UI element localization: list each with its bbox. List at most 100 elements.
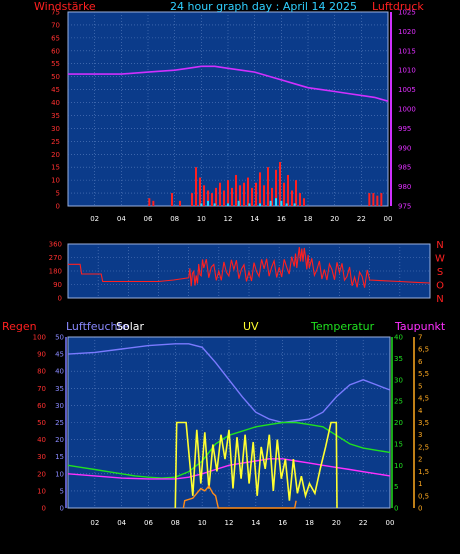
compass-label: N	[436, 294, 443, 305]
wind-y-tick: 10	[51, 177, 60, 185]
x-tick-label: 16	[278, 519, 287, 527]
pressure-y-tick: 985	[398, 164, 411, 172]
humidity-y-tick: 35	[55, 385, 64, 393]
x-tick-label: 22	[359, 519, 368, 527]
wind-y-tick: 0	[56, 203, 60, 211]
uv-y-tick: 1	[418, 480, 422, 488]
wind-y-tick: 15	[51, 164, 60, 172]
temp-y-tick: 40	[394, 334, 403, 342]
wind-y-tick: 50	[51, 73, 60, 81]
pressure-y-tick: 990	[398, 144, 411, 152]
x-tick-label: 08	[171, 519, 180, 527]
temp-y-tick: 30	[394, 376, 403, 384]
rain-y-tick: 100	[33, 334, 46, 342]
temp-y-tick: 0	[394, 505, 398, 513]
x-tick-label: 06	[144, 519, 153, 527]
compass-label: N	[436, 240, 443, 251]
humidity-y-tick: 40	[55, 368, 64, 376]
pressure-y-tick: 975	[398, 203, 411, 211]
temp-y-tick: 25	[394, 398, 403, 406]
direction-line	[68, 246, 431, 288]
uv-y-tick: 4	[418, 407, 423, 415]
temp-y-tick: 20	[394, 419, 403, 427]
regen-label: Regen	[2, 320, 37, 333]
uv-y-tick: 0	[418, 505, 422, 513]
x-tick-label: 14	[250, 215, 259, 223]
humidity-y-tick: 45	[55, 351, 64, 359]
humidity-y-tick: 50	[55, 334, 64, 342]
direction-y-tick: 270	[49, 254, 62, 262]
pressure-y-tick: 1015	[398, 47, 416, 55]
x-tick-label: 20	[332, 519, 341, 527]
uv-y-tick: 5,5	[418, 370, 429, 378]
humidity-y-tick: 15	[55, 453, 64, 461]
wind-y-tick: 5	[56, 190, 60, 198]
uv-y-tick: 2	[418, 456, 422, 464]
wind-y-tick: 35	[51, 112, 60, 120]
uv-line	[174, 421, 338, 509]
x-tick-label: 00	[384, 215, 393, 223]
uv-y-tick: 7	[418, 334, 422, 342]
compass-label: O	[436, 281, 444, 292]
direction-y-tick: 180	[49, 268, 62, 276]
page-title: 24 hour graph day : April 14 2025	[170, 0, 357, 13]
uv-y-tick: 6,5	[418, 346, 429, 354]
uv-y-tick: 2,5	[418, 443, 429, 451]
wind-y-tick: 55	[51, 60, 60, 68]
rain-y-tick: 60	[37, 402, 46, 410]
pressure-y-tick: 980	[398, 183, 411, 191]
x-tick-label: 10	[198, 519, 207, 527]
pressure-y-tick: 1010	[398, 67, 416, 75]
wind-y-tick: 70	[51, 21, 60, 29]
uv-y-tick: 5	[418, 382, 422, 390]
x-tick-label: 00	[386, 519, 395, 527]
luftfeuchte-label: Luftfeuchte	[66, 320, 129, 333]
x-tick-label: 18	[305, 519, 314, 527]
rain-y-tick: 50	[37, 419, 46, 427]
x-tick-label: 04	[117, 519, 126, 527]
uv-label: UV	[243, 320, 259, 333]
wind-y-tick: 30	[51, 125, 60, 133]
humidity-y-tick: 30	[55, 402, 64, 410]
pressure-y-tick: 1025	[398, 9, 416, 17]
x-tick-label: 10	[197, 215, 206, 223]
humidity-y-tick: 25	[55, 419, 64, 427]
humidity-y-tick: 20	[55, 436, 64, 444]
x-tick-label: 04	[117, 215, 126, 223]
pressure-y-tick: 1005	[398, 86, 416, 94]
pressure-y-tick: 1020	[398, 28, 416, 36]
humidity-y-tick: 5	[60, 487, 64, 495]
rain-y-tick: 30	[37, 453, 46, 461]
solar-label: Solar	[116, 320, 145, 333]
humidity-y-tick: 0	[60, 505, 64, 513]
taupunkt-label: Taupunkt	[395, 320, 446, 333]
temp-y-tick: 35	[394, 355, 403, 363]
x-tick-label: 20	[330, 215, 339, 223]
x-tick-label: 02	[90, 215, 99, 223]
rain-y-tick: 40	[37, 436, 46, 444]
temp-y-tick: 10	[394, 462, 403, 470]
wind-y-tick: 40	[51, 99, 60, 107]
wind-y-tick: 65	[51, 34, 60, 42]
x-tick-label: 02	[90, 519, 99, 527]
wind-y-tick: 45	[51, 86, 60, 94]
pressure-y-tick: 1000	[398, 106, 416, 114]
x-tick-label: 08	[170, 215, 179, 223]
uv-y-tick: 3,5	[418, 419, 429, 427]
direction-y-tick: 360	[49, 241, 62, 249]
uv-y-tick: 0,5	[418, 492, 429, 500]
rain-y-tick: 80	[37, 368, 46, 376]
dewpoint-line	[67, 458, 391, 480]
solar-line	[182, 484, 297, 509]
x-tick-label: 12	[225, 519, 234, 527]
wind-y-tick: 75	[51, 9, 60, 17]
temperatur-label: Temperatur	[311, 320, 375, 333]
wind-y-tick: 20	[51, 151, 60, 159]
temp-y-tick: 5	[394, 483, 398, 491]
rain-y-tick: 0	[42, 505, 46, 513]
uv-y-tick: 4,5	[418, 395, 429, 403]
compass-label: W	[435, 254, 445, 265]
luftdruck-label: Luftdruck	[372, 0, 424, 13]
